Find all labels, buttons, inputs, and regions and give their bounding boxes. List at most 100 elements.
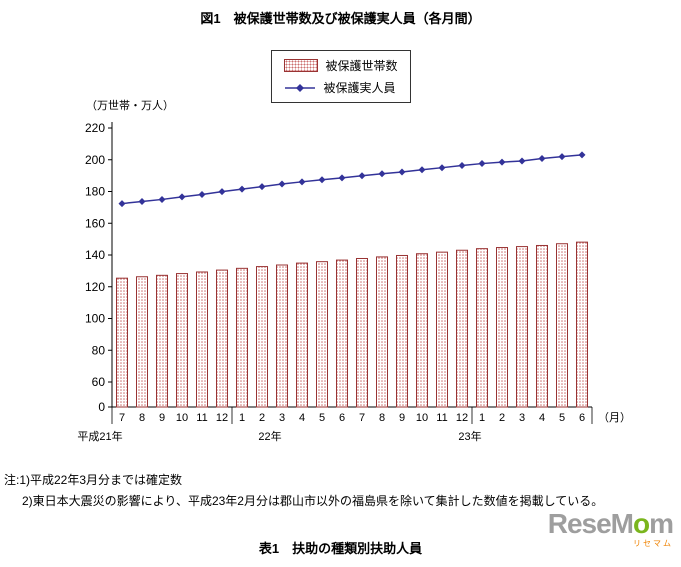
x-month-label: 1 — [479, 412, 485, 424]
marker-persons-4 — [198, 191, 206, 199]
marker-persons-6 — [238, 185, 246, 193]
logo-subtext: リセマム — [633, 539, 673, 548]
era-label-1: 22年 — [258, 429, 281, 443]
marker-persons-16 — [438, 164, 446, 172]
bar-households-12 — [356, 257, 368, 408]
y-tick-label: 220 — [85, 121, 105, 135]
x-month-label: 8 — [139, 412, 145, 424]
logo-text-1: ReseM — [547, 508, 634, 539]
marker-persons-1 — [138, 198, 146, 206]
marker-persons-17 — [458, 161, 466, 169]
marker-persons-7 — [258, 183, 266, 191]
legend-item-persons: 被保護実人員 — [283, 79, 397, 96]
y-tick-label: 200 — [85, 153, 105, 167]
note-line-1: 注:1)平成22年3月分までは確定数 — [4, 473, 183, 487]
chart-title: 図1 被保護世帯数及び被保護実人員（各月間） — [200, 11, 481, 26]
y-tick-label: 140 — [85, 248, 105, 262]
x-month-label: 3 — [279, 412, 285, 424]
marker-persons-23 — [578, 151, 586, 159]
marker-persons-10 — [318, 176, 326, 184]
bar-households-15 — [416, 253, 428, 408]
marker-persons-8 — [278, 180, 286, 188]
x-month-label: 5 — [319, 412, 325, 424]
x-month-label: 4 — [539, 412, 545, 424]
bar-households-2 — [156, 274, 168, 408]
note-line-2: 2)東日本大震災の影響により、平成23年2月分は郡山市以外の福島県を除いて集計し… — [22, 494, 604, 508]
bar-households-11 — [336, 259, 348, 408]
x-month-label: 7 — [359, 412, 365, 424]
marker-persons-13 — [378, 170, 386, 178]
x-month-label: 6 — [339, 412, 345, 424]
x-month-label: 2 — [499, 412, 505, 424]
marker-persons-2 — [158, 195, 166, 203]
bar-households-19 — [496, 247, 508, 408]
x-month-label: 3 — [519, 412, 525, 424]
marker-persons-0 — [118, 200, 126, 208]
y-tick-label: 180 — [85, 185, 105, 199]
x-month-unit: （月） — [598, 411, 631, 424]
marker-persons-5 — [218, 188, 226, 196]
legend-item-households: 被保護世帯数 — [283, 57, 398, 74]
logo-text-2: m — [649, 508, 674, 539]
bar-households-9 — [296, 262, 308, 408]
marker-persons-3 — [178, 193, 186, 201]
marker-persons-18 — [478, 160, 486, 168]
bar-households-4 — [196, 271, 208, 408]
x-month-label: 1 — [239, 412, 245, 424]
bar-households-13 — [376, 256, 388, 408]
bar-households-16 — [436, 251, 448, 408]
x-month-label: 4 — [299, 412, 305, 424]
marker-persons-14 — [398, 168, 406, 176]
x-month-label: 6 — [579, 412, 585, 424]
bar-households-10 — [316, 261, 328, 408]
x-month-label: 11 — [196, 412, 207, 424]
marker-persons-12 — [358, 172, 366, 180]
bar-households-8 — [276, 264, 288, 408]
logo-text-o: o — [632, 508, 650, 539]
bar-households-6 — [236, 267, 248, 408]
x-month-label: 9 — [159, 412, 165, 424]
y-tick-label: 120 — [85, 280, 105, 294]
bar-households-21 — [536, 244, 548, 408]
bar-households-14 — [396, 254, 408, 408]
y-tick-label: 160 — [85, 216, 105, 230]
legend-label-persons: 被保護実人員 — [323, 81, 396, 95]
legend: 被保護世帯数 被保護実人員 — [270, 50, 411, 103]
marker-persons-22 — [558, 153, 566, 161]
bar-households-17 — [456, 249, 468, 408]
notes: 注:1)平成22年3月分までは確定数 2)東日本大震災の影響により、平成23年2… — [4, 470, 603, 512]
bar-households-7 — [256, 266, 268, 408]
welfare-chart: （万世帯・万人） 0 60 80 100 120 140 160 180 200 220 7 8 9 10 1… — [77, 99, 631, 443]
bar-households-22 — [556, 243, 568, 408]
marker-persons-19 — [498, 158, 506, 166]
x-month-label: 10 — [176, 412, 188, 424]
y-tick-label: 100 — [85, 312, 105, 326]
bar-households-3 — [176, 273, 188, 408]
bar-households-1 — [136, 276, 148, 408]
marker-persons-15 — [418, 166, 426, 174]
bar-households-18 — [476, 248, 488, 408]
era-label-0: 平成21年 — [77, 429, 122, 443]
x-month-label: 10 — [416, 412, 428, 424]
marker-persons-20 — [518, 157, 526, 165]
x-month-label: 11 — [436, 412, 447, 424]
table1-title: 表1 扶助の種類別扶助人員 — [258, 541, 423, 556]
marker-persons-21 — [538, 154, 546, 162]
y-axis-unit-label: （万世帯・万人） — [86, 99, 174, 112]
x-month-label: 12 — [216, 412, 228, 424]
legend-label-households: 被保護世帯数 — [325, 59, 398, 73]
y-tick-label: 80 — [92, 343, 106, 357]
marker-persons-11 — [338, 174, 346, 182]
x-month-label: 12 — [456, 412, 468, 424]
x-month-label: 2 — [259, 412, 265, 424]
bar-households-23 — [576, 241, 588, 408]
marker-persons-9 — [298, 178, 306, 186]
resemom-logo[interactable]: ReseMom リセマム — [547, 508, 674, 548]
y-tick-label: 0 — [98, 400, 105, 414]
bar-pattern-swatch — [283, 59, 318, 72]
x-month-label: 5 — [559, 412, 565, 424]
bar-households-20 — [516, 246, 528, 408]
x-month-label: 8 — [379, 412, 385, 424]
line-persons — [121, 154, 583, 205]
